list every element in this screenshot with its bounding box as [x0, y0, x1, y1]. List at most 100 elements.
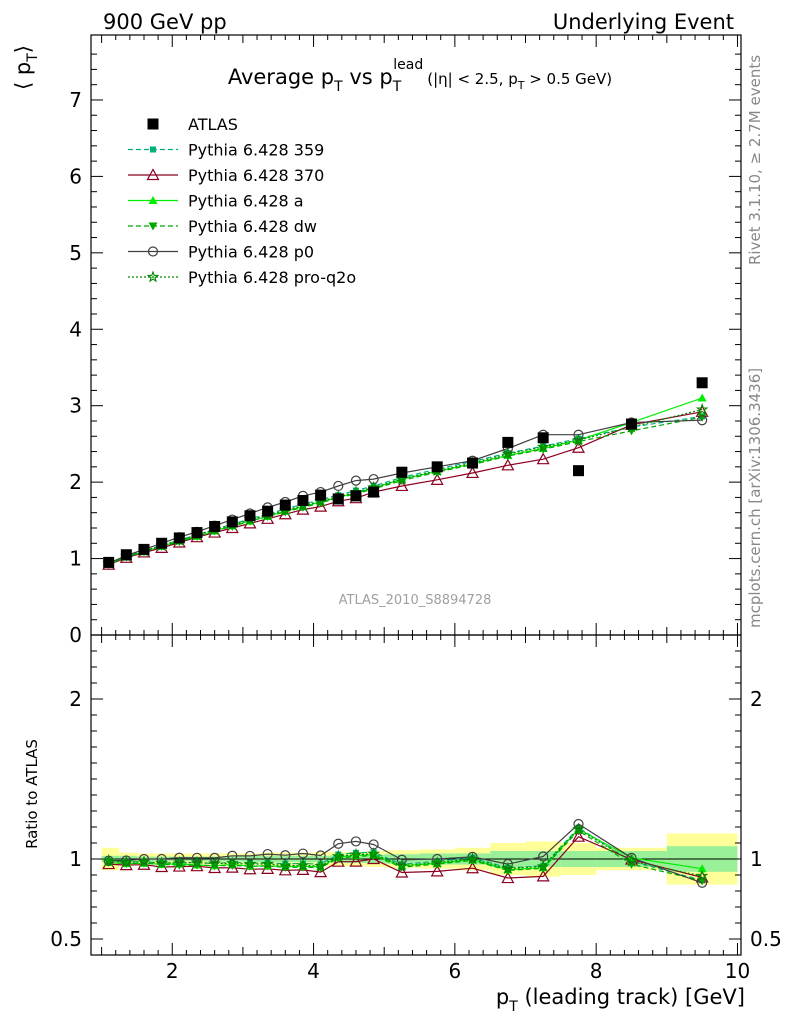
data-point-ATLAS — [315, 489, 327, 501]
ratio-point-p370 — [367, 852, 381, 865]
plot-title: Average pT vs pTlead(|η| < 2.5, pT > 0.5… — [228, 57, 612, 95]
ratio-line-pp0 — [108, 823, 703, 884]
y-tick-label-main: 6 — [69, 164, 82, 188]
ratio-point-p370 — [331, 854, 345, 867]
data-point-pq2o — [572, 433, 585, 446]
data-point-p370 — [430, 473, 444, 485]
data-point-ATLAS — [191, 527, 203, 539]
data-point-ATLAS — [138, 543, 150, 555]
ratio-point-pp0 — [396, 854, 407, 865]
ratio-point-p370 — [571, 829, 586, 842]
ratio-point-pq2o — [395, 859, 409, 872]
data-point-ATLAS — [297, 494, 309, 506]
ratio-point-p370 — [349, 854, 363, 867]
ratio-point-pp0 — [333, 838, 344, 849]
data-point-ATLAS — [431, 461, 443, 473]
data-point-ATLAS — [244, 510, 256, 522]
data-point-p370 — [501, 458, 515, 471]
y-tick-label-main: 5 — [69, 241, 82, 265]
ratio-point-pq2o — [190, 855, 204, 868]
y-tick-label-main: 7 — [69, 88, 82, 112]
legend-marker-pq2o — [146, 270, 160, 283]
data-point-pp0 — [350, 475, 362, 486]
ratio-point-pq2o — [296, 858, 310, 871]
ratio-point-pq2o — [349, 847, 363, 860]
y-tick-label-ratio-right: 2 — [750, 687, 763, 711]
ratio-point-p370 — [314, 865, 328, 878]
ratio-point-p370 — [536, 869, 550, 882]
x-tick-label: 4 — [307, 959, 320, 983]
y-tick-label-main: 0 — [69, 623, 82, 647]
data-point-pq2o — [501, 447, 515, 460]
data-point-ATLAS — [502, 436, 514, 448]
ratio-point-p370 — [466, 861, 480, 874]
x-tick-label: 10 — [725, 959, 750, 983]
ratio-point-pq2o — [208, 856, 221, 869]
data-point-p370 — [314, 499, 328, 512]
data-point-ATLAS — [103, 556, 115, 568]
ratio-point-pq2o — [155, 856, 168, 869]
legend: ATLAS Pythia 6.428 359 Pythia 6.428 370 Pyt… — [128, 115, 356, 287]
ratio-point-pq2o — [466, 852, 479, 865]
ratio-point-pq2o — [625, 854, 638, 867]
data-point-ATLAS — [226, 516, 238, 528]
y-tick-label-main: 4 — [69, 317, 82, 341]
x-tick-label: 6 — [448, 959, 461, 983]
ratio-point-pq2o — [430, 855, 444, 869]
ratio-point-pp0 — [209, 852, 220, 863]
data-point-pp0 — [573, 429, 584, 440]
ratio-point-pq2o — [172, 856, 186, 869]
data-point-ATLAS — [696, 377, 708, 389]
ratio-point-pp0 — [432, 853, 443, 865]
header-left: 900 GeV pp — [103, 10, 227, 34]
data-point-ATLAS — [467, 457, 479, 469]
ratio-point-pq2o — [501, 861, 515, 874]
x-axis-label: pT (leading track) [GeV] — [496, 985, 745, 1015]
legend-label-p370: Pythia 6.428 370 — [188, 166, 324, 185]
legend-marker-ATLAS — [147, 118, 159, 130]
legend-marker-p370 — [146, 168, 160, 181]
data-point-ATLAS — [173, 532, 185, 544]
ratio-point-pp0 — [350, 836, 362, 847]
legend-marker-pdw — [148, 222, 158, 231]
ratio-point-pq2o — [137, 855, 151, 868]
ratio-point-p370 — [501, 871, 515, 884]
ratio-point-pa — [697, 864, 707, 873]
ratio-frame — [90, 634, 742, 956]
ratio-point-pq2o — [278, 858, 292, 871]
ratio-point-pp0 — [174, 852, 185, 863]
data-point-pq2o — [695, 402, 709, 415]
y-tick-label-ratio-right: 1 — [750, 847, 763, 871]
legend-label-p359: Pythia 6.428 359 — [188, 141, 324, 160]
data-point-p370 — [466, 466, 480, 479]
data-point-ATLAS — [350, 490, 362, 502]
data-point-p370 — [536, 452, 550, 465]
ratio-point-pp0 — [297, 848, 309, 859]
data-point-ATLAS — [332, 493, 344, 505]
data-point-pa — [697, 393, 707, 402]
data-point-pp0 — [697, 415, 708, 426]
data-point-ATLAS — [279, 499, 291, 511]
ratio-point-pq2o — [225, 856, 239, 869]
analysis-watermark: ATLAS_2010_S8894728 — [339, 593, 492, 608]
legend-label-ATLAS: ATLAS — [188, 115, 238, 134]
ratio-point-p370 — [430, 864, 444, 877]
header-right: Underlying Event — [553, 10, 734, 34]
ratio-point-pq2o — [102, 854, 115, 867]
rivet-label: Rivet 3.1.10, ≥ 2.7M events — [746, 55, 764, 265]
legend-label-pp0: Pythia 6.428 p0 — [188, 243, 314, 262]
ratio-point-pp0 — [227, 850, 238, 861]
x-tick-label: 2 — [166, 959, 179, 983]
y-tick-label-ratio: 2 — [69, 687, 82, 711]
y-tick-label-main: 3 — [69, 394, 82, 418]
y-tick-label-ratio: 0.5 — [50, 927, 82, 951]
ratio-point-pq2o — [243, 857, 257, 870]
data-point-ATLAS — [396, 466, 408, 478]
y-axis-label-ratio: Ratio to ATLAS — [23, 739, 41, 849]
mcplots-label: mcplots.cern.ch [arXiv:1306.3436] — [746, 368, 764, 628]
data-point-ATLAS — [262, 505, 274, 517]
ratio-point-pq2o — [536, 859, 550, 872]
data-point-pq2o — [536, 440, 550, 453]
x-tick-label: 8 — [590, 959, 603, 983]
